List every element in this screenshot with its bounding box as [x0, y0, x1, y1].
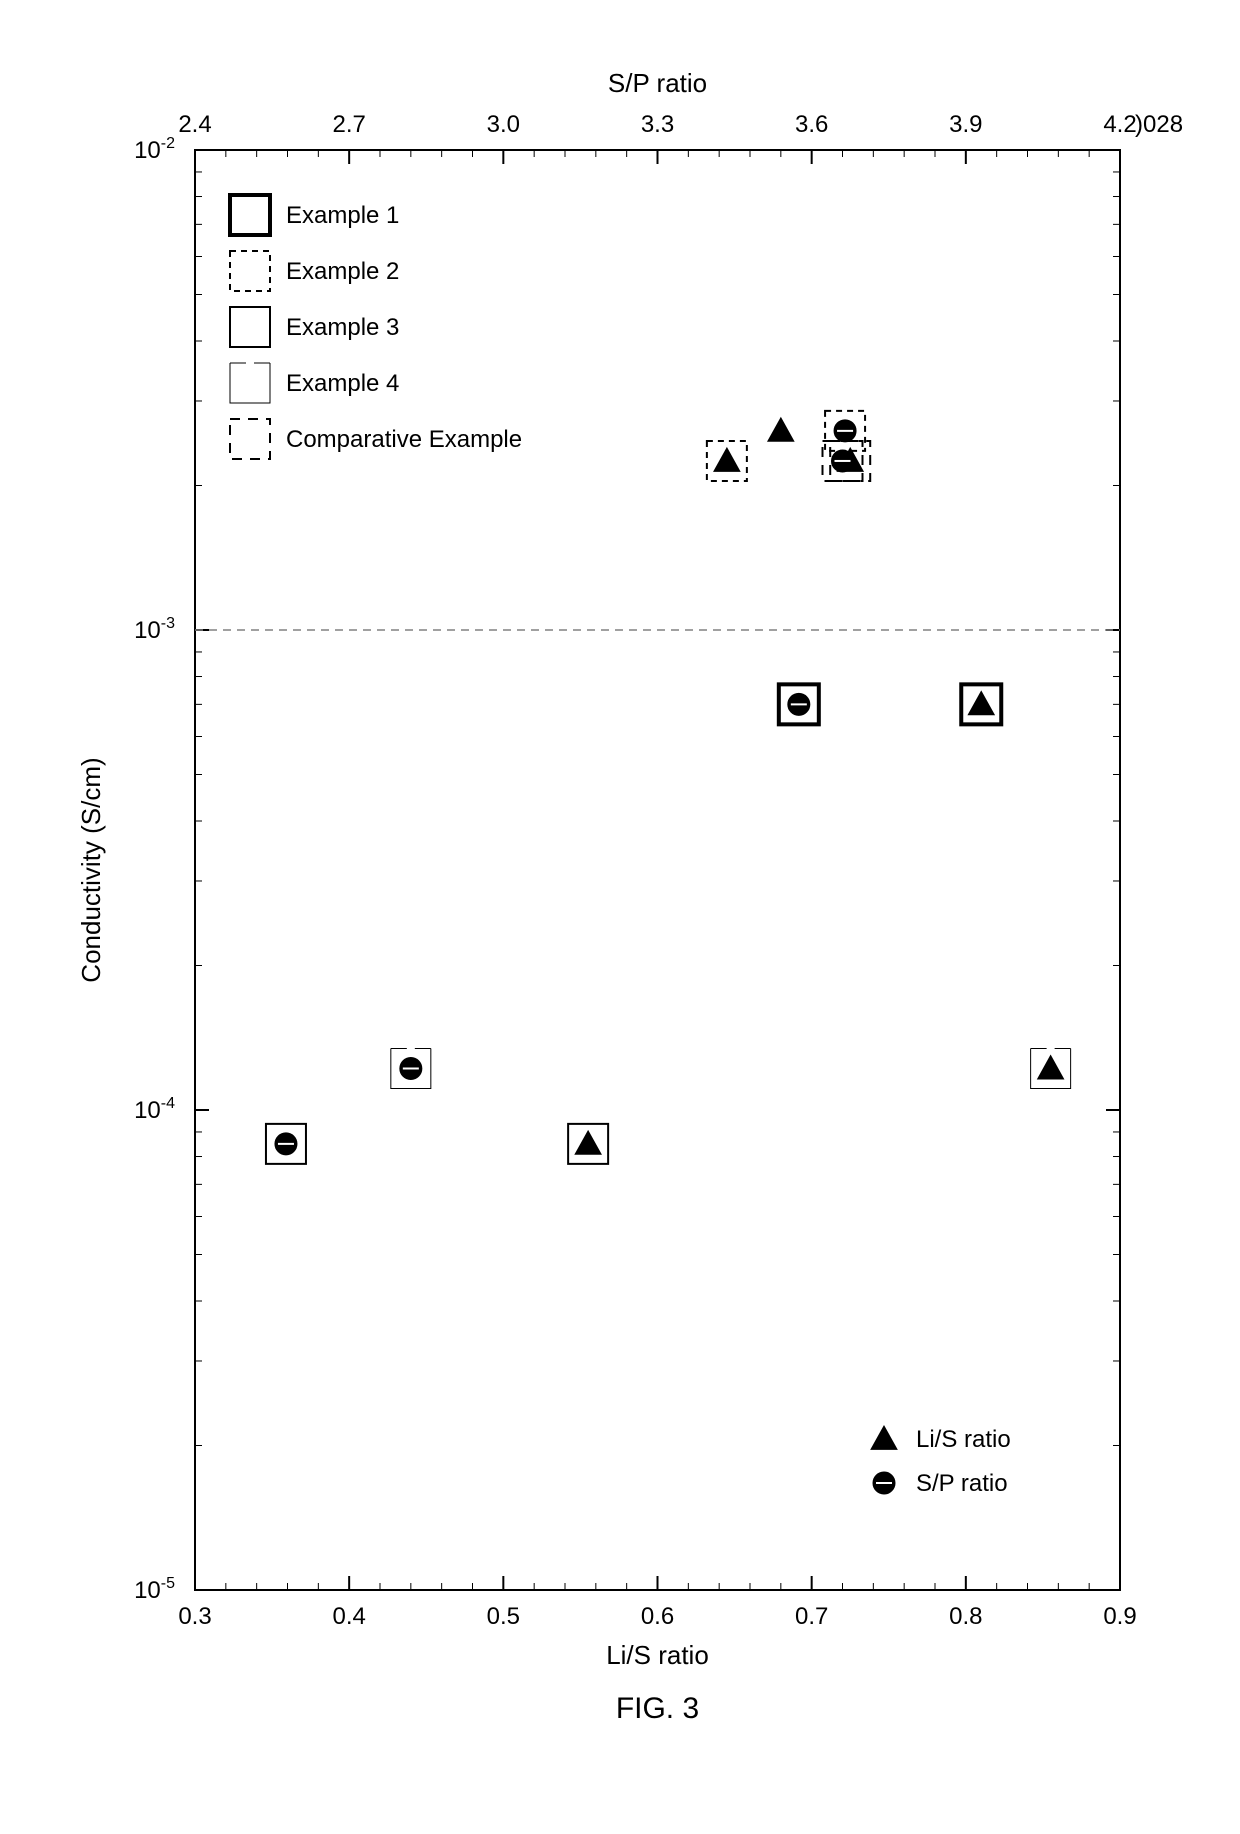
svg-text:Example 1: Example 1 — [286, 202, 399, 229]
svg-text:3.9: 3.9 — [949, 111, 982, 138]
svg-text:0.8: 0.8 — [949, 1603, 982, 1630]
svg-text:0.3: 0.3 — [178, 1603, 211, 1630]
svg-text:Conductivity (S/cm): Conductivity (S/cm) — [76, 757, 106, 982]
svg-text:0.6: 0.6 — [641, 1603, 674, 1630]
svg-text:10-2: 10-2 — [134, 135, 175, 164]
svg-text:3.0: 3.0 — [487, 111, 520, 138]
svg-text:)028: )028 — [1135, 111, 1183, 138]
svg-text:3.3: 3.3 — [641, 111, 674, 138]
svg-text:S/P ratio: S/P ratio — [916, 1470, 1008, 1497]
svg-text:0.4: 0.4 — [332, 1603, 365, 1630]
svg-text:10-5: 10-5 — [134, 1575, 175, 1604]
svg-text:0.5: 0.5 — [487, 1603, 520, 1630]
conductivity-chart: 10-5 10-4 10-3 10-2 0.3 0.4 0.5 0.6 0.7 0.8 0.9 2.4… — [0, 0, 1240, 1834]
svg-text:Example 4: Example 4 — [286, 370, 399, 397]
svg-text:Li/S ratio: Li/S ratio — [606, 1640, 709, 1670]
svg-text:0.7: 0.7 — [795, 1603, 828, 1630]
svg-text:4.2: 4.2 — [1103, 111, 1136, 138]
svg-text:Comparative Example: Comparative Example — [286, 426, 522, 453]
svg-text:0.9: 0.9 — [1103, 1603, 1136, 1630]
svg-text:3.6: 3.6 — [795, 111, 828, 138]
svg-text:Example 3: Example 3 — [286, 314, 399, 341]
svg-text:2.4: 2.4 — [178, 111, 211, 138]
svg-text:10-4: 10-4 — [134, 1095, 175, 1124]
svg-text:FIG. 3: FIG. 3 — [616, 1692, 699, 1725]
svg-text:Li/S ratio: Li/S ratio — [916, 1426, 1011, 1453]
svg-text:S/P ratio: S/P ratio — [608, 68, 707, 98]
svg-text:2.7: 2.7 — [332, 111, 365, 138]
svg-text:Example 2: Example 2 — [286, 258, 399, 285]
svg-text:10-3: 10-3 — [134, 615, 175, 644]
